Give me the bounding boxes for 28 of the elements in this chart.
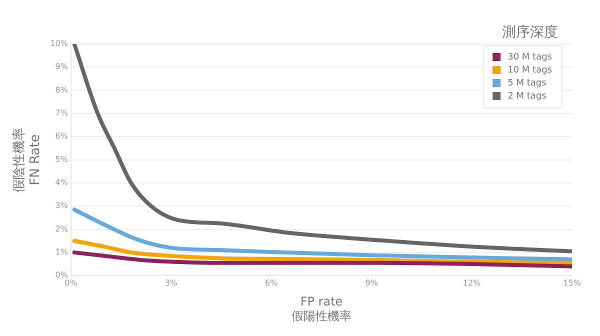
y-tick-label: 10% (50, 39, 68, 48)
y-tick-label: 3% (55, 201, 68, 210)
line-series (72, 44, 572, 254)
x-tick-label: 3% (164, 278, 178, 288)
x-tick-label: 9% (365, 278, 378, 288)
y-tick-label: 6% (55, 132, 68, 141)
legend-label: 10 M tags (508, 65, 552, 76)
y-axis-title: 假陰性機率 FN Rate (11, 127, 43, 192)
line-series (72, 250, 572, 268)
legend-title: 測序深度 (502, 24, 558, 41)
y-tick-label: 1% (55, 248, 68, 257)
y-tick-label: 7% (55, 108, 68, 118)
line-series (72, 208, 572, 262)
legend-label: 5 M tags (508, 78, 547, 88)
legend-label: 2 M tags (508, 91, 547, 102)
x-axis-title: FP rate 假陽性機率 (291, 294, 352, 323)
y-tick-label: 0% (55, 270, 68, 280)
x-tick-label: 12% (462, 278, 482, 288)
x-tick-label: 0% (64, 278, 78, 288)
y-tick-label: 2% (55, 224, 68, 234)
x-tick-label: 15% (563, 278, 582, 288)
legend-label: 30 M tags (508, 52, 552, 62)
y-tick-label: 5% (55, 154, 68, 164)
y-tick-label: 9% (55, 62, 68, 72)
y-tick-label: 8% (55, 85, 68, 94)
x-tick-label: 6% (265, 278, 278, 288)
y-tick-label: 4% (55, 178, 68, 188)
line-series (72, 238, 572, 265)
